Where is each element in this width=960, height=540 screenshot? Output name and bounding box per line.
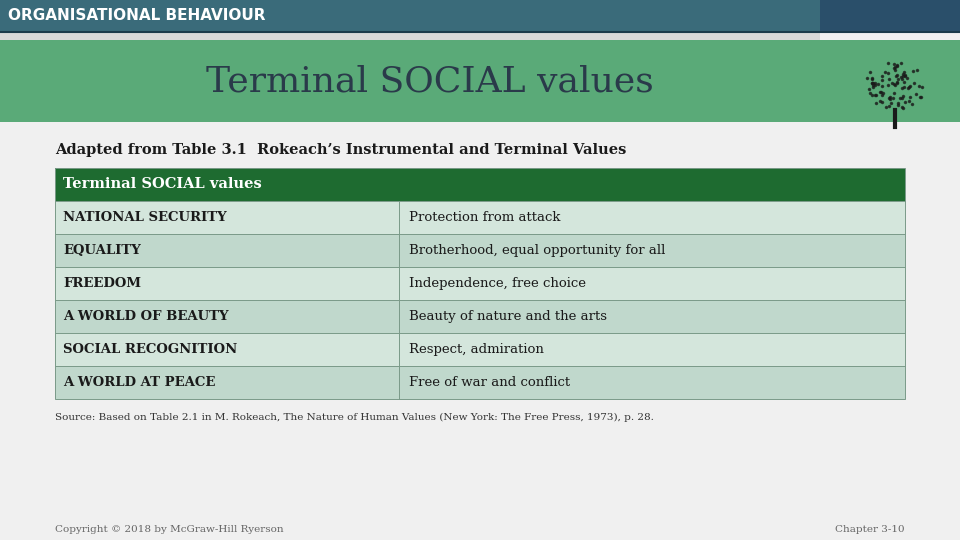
Text: FREEDOM: FREEDOM bbox=[63, 277, 141, 290]
Text: SOCIAL RECOGNITION: SOCIAL RECOGNITION bbox=[63, 343, 237, 356]
Bar bbox=[0, 122, 960, 540]
Text: Independence, free choice: Independence, free choice bbox=[409, 277, 586, 290]
Bar bbox=[55, 234, 905, 267]
Bar bbox=[0, 0, 820, 32]
Text: Copyright © 2018 by McGraw-Hill Ryerson: Copyright © 2018 by McGraw-Hill Ryerson bbox=[55, 525, 283, 535]
Text: Respect, admiration: Respect, admiration bbox=[409, 343, 544, 356]
Text: A WORLD OF BEAUTY: A WORLD OF BEAUTY bbox=[63, 310, 228, 323]
Bar bbox=[55, 333, 905, 366]
Bar bbox=[55, 201, 905, 234]
Bar bbox=[55, 267, 905, 300]
Text: Chapter 3-10: Chapter 3-10 bbox=[835, 525, 905, 535]
Bar bbox=[55, 366, 905, 399]
Bar bbox=[0, 40, 960, 122]
Bar bbox=[820, 0, 960, 32]
Text: Brotherhood, equal opportunity for all: Brotherhood, equal opportunity for all bbox=[409, 244, 665, 257]
Text: Free of war and conflict: Free of war and conflict bbox=[409, 376, 570, 389]
Text: Terminal SOCIAL values: Terminal SOCIAL values bbox=[63, 178, 262, 192]
Text: Terminal SOCIAL values: Terminal SOCIAL values bbox=[206, 64, 654, 98]
Text: Source: Based on Table 2.1 in M. Rokeach, The Nature of Human Values (New York: : Source: Based on Table 2.1 in M. Rokeach… bbox=[55, 413, 654, 422]
Text: Protection from attack: Protection from attack bbox=[409, 211, 561, 224]
Bar bbox=[0, 32, 820, 40]
Text: A WORLD AT PEACE: A WORLD AT PEACE bbox=[63, 376, 215, 389]
Bar bbox=[55, 300, 905, 333]
Bar bbox=[55, 168, 905, 399]
Text: Beauty of nature and the arts: Beauty of nature and the arts bbox=[409, 310, 607, 323]
Text: ORGANISATIONAL BEHAVIOUR: ORGANISATIONAL BEHAVIOUR bbox=[8, 9, 266, 24]
Text: Adapted from Table 3.1  Rokeach’s Instrumental and Terminal Values: Adapted from Table 3.1 Rokeach’s Instrum… bbox=[55, 143, 626, 157]
Text: NATIONAL SECURITY: NATIONAL SECURITY bbox=[63, 211, 227, 224]
Text: EQUALITY: EQUALITY bbox=[63, 244, 141, 257]
Bar bbox=[55, 168, 905, 201]
